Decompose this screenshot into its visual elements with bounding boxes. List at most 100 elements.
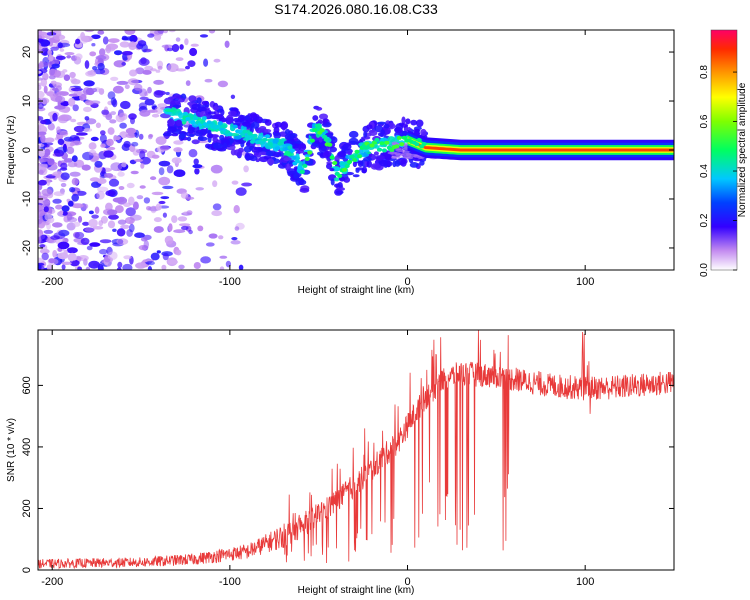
spectrogram-cell bbox=[130, 117, 135, 125]
spectrogram-cell bbox=[271, 151, 282, 158]
spectrogram-cell bbox=[401, 130, 408, 138]
spectrogram-cell bbox=[50, 80, 57, 85]
spectrogram-ridge-cell bbox=[215, 124, 221, 129]
spectrogram-cell bbox=[38, 162, 48, 170]
spectrogram-cell bbox=[231, 180, 239, 185]
spectrogram-cell bbox=[139, 96, 149, 100]
spectrogram-cell bbox=[41, 200, 50, 209]
spectrogram-cell bbox=[76, 132, 88, 136]
spectrogram-cell bbox=[138, 102, 147, 110]
spectrogram-cell bbox=[185, 80, 191, 86]
spectrogram-cell bbox=[45, 137, 55, 143]
spectrogram-cell bbox=[171, 157, 182, 164]
spectrogram-cell bbox=[59, 130, 69, 137]
spectrogram-cell bbox=[64, 52, 75, 56]
spectrogram-cell bbox=[69, 171, 81, 177]
spectrogram-cell bbox=[88, 218, 98, 228]
spectrogram-ridge-cell bbox=[361, 145, 368, 149]
spectrogram-cell bbox=[219, 134, 225, 141]
spectrogram-cell bbox=[188, 229, 193, 235]
spectrogram-cell bbox=[155, 203, 162, 211]
spectrogram-cell bbox=[110, 111, 116, 116]
spectrogram-cell bbox=[395, 149, 406, 152]
spectrogram-ridge-cell bbox=[322, 134, 328, 139]
spectrogram-cell bbox=[400, 159, 407, 167]
spectrogram-cell bbox=[129, 69, 138, 77]
spectrogram-cell bbox=[47, 122, 55, 131]
spectrogram-ridge-cell bbox=[352, 158, 358, 162]
spectrogram-cell bbox=[38, 169, 44, 175]
spectrogram-cell bbox=[60, 172, 70, 180]
spectrogram-cell bbox=[113, 136, 121, 141]
spectrogram-cell bbox=[66, 247, 78, 254]
spectrogram-cell bbox=[318, 136, 323, 143]
spectrogram-cell bbox=[59, 48, 65, 52]
y-tick-label: 0 bbox=[21, 147, 33, 153]
spectrogram-cell bbox=[201, 100, 209, 106]
spectrogram-cell bbox=[75, 53, 83, 60]
spectrogram-cell bbox=[98, 220, 104, 227]
spectrogram-cell bbox=[233, 205, 240, 214]
spectrogram-cell bbox=[117, 261, 123, 268]
spectrogram-cell bbox=[121, 35, 128, 40]
spectrogram-cell bbox=[166, 165, 174, 174]
spectrogram-cell bbox=[127, 78, 139, 86]
spectrogram-cell bbox=[203, 58, 209, 67]
spectrogram-cell bbox=[86, 245, 93, 251]
spectrogram-cell bbox=[207, 111, 216, 115]
spectrogram-cell bbox=[84, 30, 95, 33]
spectrogram-cell bbox=[329, 168, 335, 172]
spectrogram-cell bbox=[153, 79, 165, 85]
spectrogram-cell bbox=[112, 99, 118, 108]
spectrogram-cell bbox=[193, 262, 201, 269]
spectrogram-ridge-cell bbox=[227, 132, 233, 137]
spectrogram-cell bbox=[175, 249, 182, 256]
spectrogram-ridge-cell bbox=[349, 154, 355, 159]
spectrogram-ridge-cell bbox=[304, 156, 310, 161]
y-tick-label: -10 bbox=[21, 191, 33, 207]
spectrogram-cell bbox=[83, 80, 95, 87]
spectrogram-cell bbox=[124, 30, 136, 35]
spectrogram-ridge-cell bbox=[247, 131, 253, 136]
colorbar-ticks: 0.0 0.2 0.4 0.6 0.8 bbox=[699, 65, 737, 277]
spectrogram-cell bbox=[52, 198, 62, 204]
spectrogram-ridge-cell bbox=[369, 143, 375, 148]
spectrogram-cell bbox=[69, 187, 76, 193]
spectrogram-y-label: Frequency (Hz) bbox=[6, 116, 17, 185]
spectrogram-cell bbox=[189, 47, 198, 57]
spectrogram-cell bbox=[90, 136, 99, 142]
spectrogram-cell bbox=[179, 44, 184, 50]
spectrogram-cell bbox=[59, 210, 64, 215]
spectrogram-cell bbox=[70, 77, 77, 83]
spectrogram-ridge-cell bbox=[289, 148, 295, 153]
spectrogram-ridge-cell bbox=[401, 135, 407, 140]
spectrogram-cell bbox=[361, 148, 370, 153]
spectrogram-cell bbox=[125, 207, 136, 217]
spectrogram-cell bbox=[55, 95, 66, 103]
spectrogram-cell bbox=[138, 58, 150, 66]
spectrogram-cell bbox=[401, 153, 412, 156]
spectrogram-ridge-cell bbox=[421, 142, 427, 146]
spectrogram-cell bbox=[116, 238, 129, 246]
spectrogram-cell bbox=[67, 252, 77, 262]
spectrogram-ridge-cell bbox=[389, 147, 395, 152]
spectrogram-cell bbox=[329, 146, 337, 153]
spectrogram-cell bbox=[38, 236, 42, 244]
spectrogram-cell bbox=[60, 182, 67, 188]
spectrogram-cell bbox=[38, 77, 43, 81]
spectrogram-cell bbox=[206, 133, 214, 139]
spectrogram-cell bbox=[218, 235, 224, 240]
spectrogram-cell bbox=[69, 71, 76, 79]
spectrogram-cell bbox=[191, 139, 200, 145]
spectrogram-cell bbox=[41, 188, 53, 197]
spectrogram-ridge-cell bbox=[242, 129, 248, 134]
spectrogram-cell bbox=[134, 232, 145, 238]
spectrogram-cell bbox=[39, 158, 49, 163]
spectrogram-cell bbox=[44, 144, 50, 148]
spectrogram-cell bbox=[112, 197, 125, 203]
spectrogram-cell bbox=[38, 216, 43, 225]
spectrogram-cell bbox=[156, 250, 161, 254]
y-tick-label: 200 bbox=[21, 499, 33, 517]
spectrogram-cell bbox=[343, 176, 351, 183]
spectrogram-cell bbox=[104, 173, 114, 178]
